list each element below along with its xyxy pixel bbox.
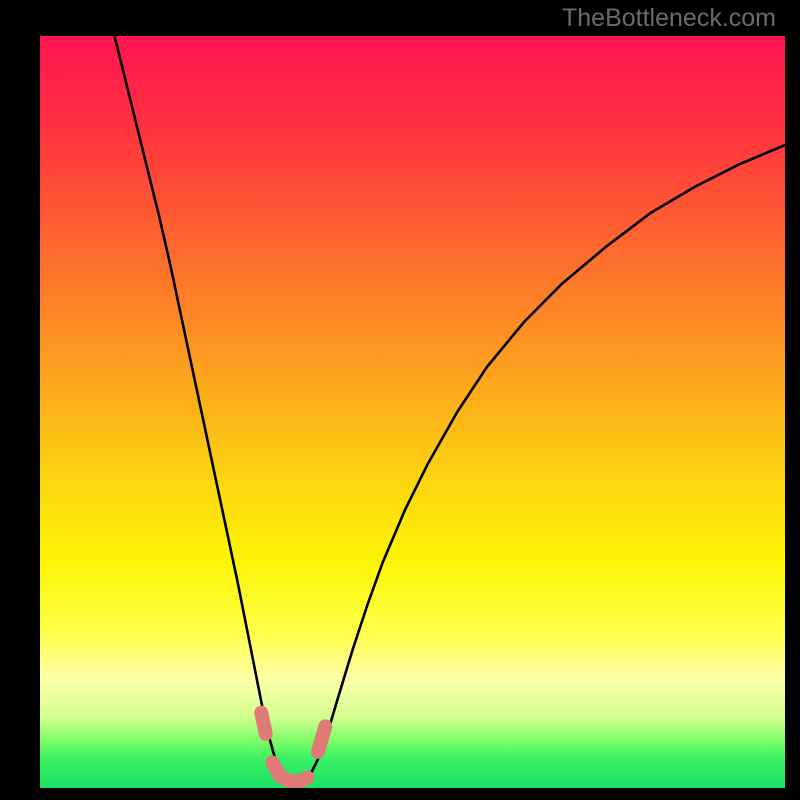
gradient-background: [40, 36, 785, 788]
plot-area: [40, 36, 785, 788]
chart-svg: [40, 36, 785, 788]
highlight-marker-0: [261, 713, 265, 734]
watermark-text: TheBottleneck.com: [562, 4, 776, 33]
highlight-marker-2: [318, 726, 325, 752]
